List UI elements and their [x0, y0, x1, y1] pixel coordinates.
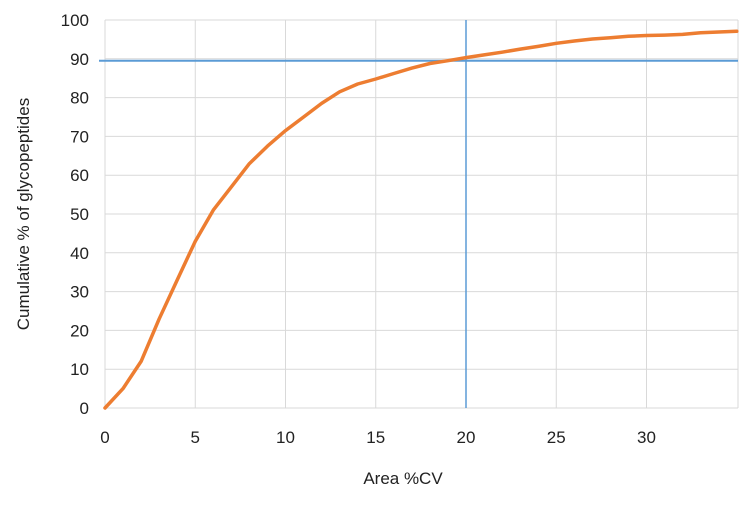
y-tick-label: 40 [70, 244, 89, 263]
x-tick-label: 10 [276, 428, 295, 447]
y-tick-label: 0 [80, 399, 89, 418]
y-axis-title: Cumulative % of glycopeptides [14, 98, 33, 330]
x-tick-label: 20 [457, 428, 476, 447]
y-tick-label: 30 [70, 283, 89, 302]
x-tick-label: 0 [100, 428, 109, 447]
x-axis-title: Area %CV [363, 469, 443, 488]
series-layer [103, 29, 739, 410]
y-tick-label: 80 [70, 89, 89, 108]
x-tick-label: 5 [191, 428, 200, 447]
y-tick-label: 50 [70, 205, 89, 224]
y-tick-label: 70 [70, 127, 89, 146]
grid [104, 19, 739, 409]
y-tick-label: 90 [70, 50, 89, 69]
x-tick-labels: 0 5 10 15 20 25 30 [100, 428, 656, 447]
y-tick-label: 10 [70, 360, 89, 379]
y-tick-labels: 0 10 20 30 40 50 60 70 80 90 100 [61, 11, 89, 418]
y-tick-label: 100 [61, 11, 89, 30]
reference-lines [99, 20, 738, 408]
x-tick-label: 25 [547, 428, 566, 447]
series-line-0 [103, 29, 739, 410]
y-tick-label: 20 [70, 321, 89, 340]
x-tick-label: 15 [366, 428, 385, 447]
x-tick-label: 30 [637, 428, 656, 447]
y-tick-label: 60 [70, 166, 89, 185]
